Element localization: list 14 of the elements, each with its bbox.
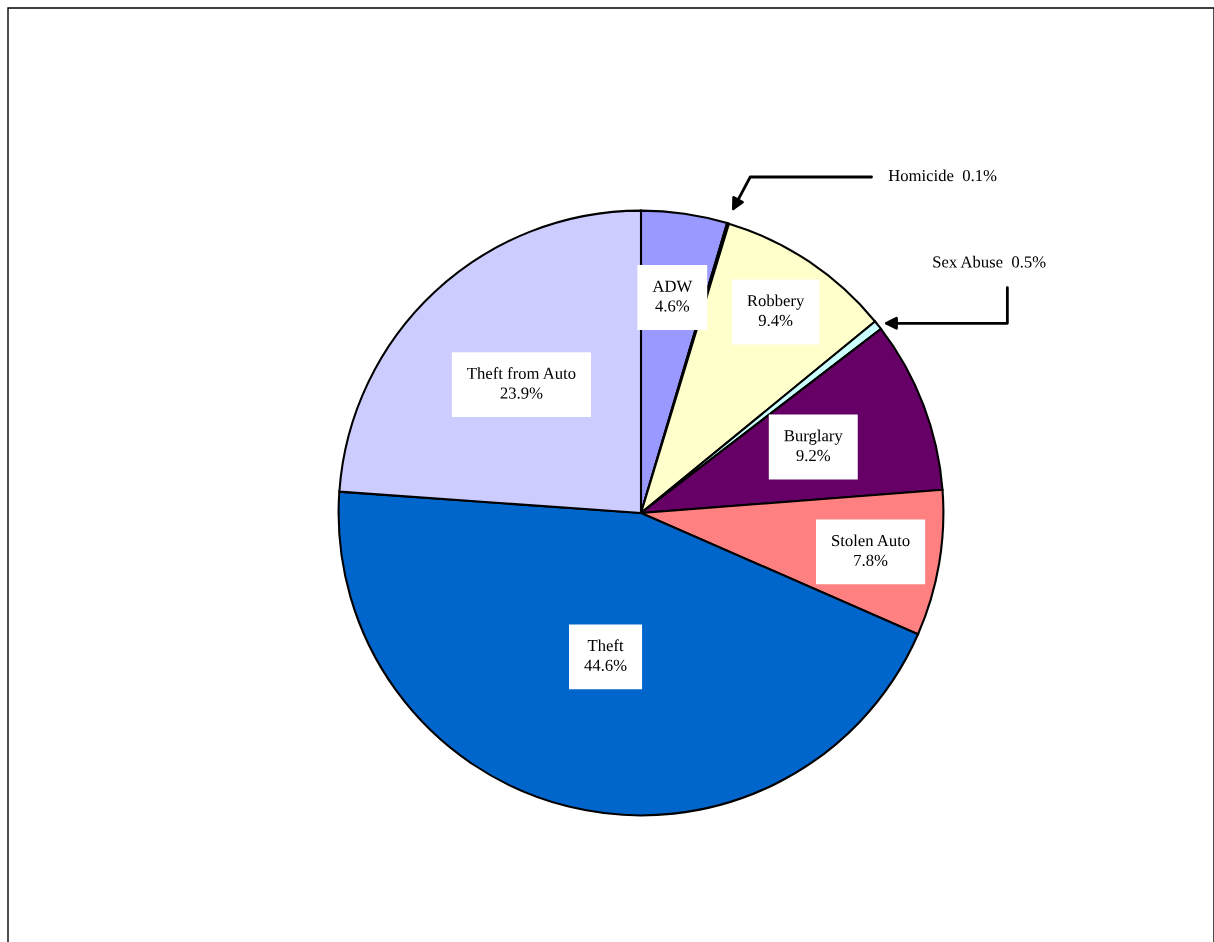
slice-label: Theft from Auto: [467, 367, 576, 379]
data-label: 9.4%: [758, 314, 793, 327]
data-label: 4.6%: [655, 300, 690, 312]
slice-label: ADW: [652, 280, 693, 292]
slice-label: Homicide 0.1%: [888, 169, 997, 182]
slice-label: Robbery: [747, 294, 805, 310]
data-label: 44.6%: [584, 659, 627, 671]
data-label: 23.9%: [500, 387, 543, 399]
data-label: 9.2%: [796, 449, 831, 462]
slice-label: Sex Abuse 0.5%: [933, 255, 1046, 268]
slice-label: Stolen Auto: [832, 534, 910, 547]
data-label: 7.8%: [854, 554, 888, 567]
slice-label: Burglary: [784, 429, 843, 445]
slice-label: Theft: [587, 639, 624, 652]
